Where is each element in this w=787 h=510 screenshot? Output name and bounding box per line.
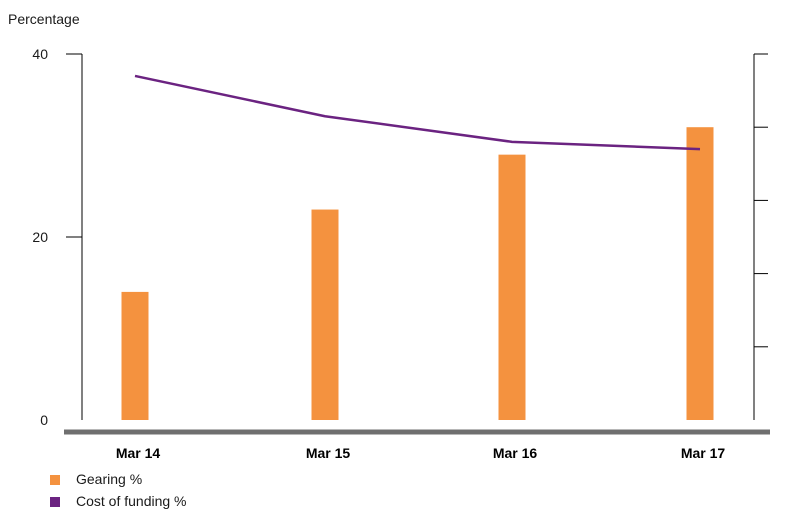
left-axis-tick-label: 20: [32, 229, 48, 245]
line-cost-of-funding: [134, 74, 701, 151]
x-axis-category-label: Mar 15: [306, 445, 351, 461]
bar-gearing: [686, 127, 714, 420]
left-axis-tick-label: 40: [32, 46, 48, 62]
x-axis-category-label: Mar 16: [493, 445, 538, 461]
legend-label-gearing: Gearing %: [76, 471, 143, 487]
legend-swatch-cost-of-funding: [50, 497, 60, 507]
bar-gearing: [311, 209, 339, 420]
left-axis-tick-label: 0: [40, 412, 48, 428]
bar-gearing: [121, 291, 149, 420]
x-axis-category-label: Mar 17: [681, 445, 726, 461]
bar-gearing: [498, 154, 526, 420]
y-axis-title: Percentage: [8, 11, 80, 27]
legend-swatch-gearing: [50, 475, 60, 485]
legend-label-cost-of-funding: Cost of funding %: [76, 493, 187, 509]
legend-item-cost-of-funding: Cost of funding %: [50, 493, 187, 509]
x-axis-baseline: [64, 429, 770, 435]
legend-item-gearing: Gearing %: [50, 471, 142, 487]
x-axis-category-label: Mar 14: [116, 445, 161, 461]
